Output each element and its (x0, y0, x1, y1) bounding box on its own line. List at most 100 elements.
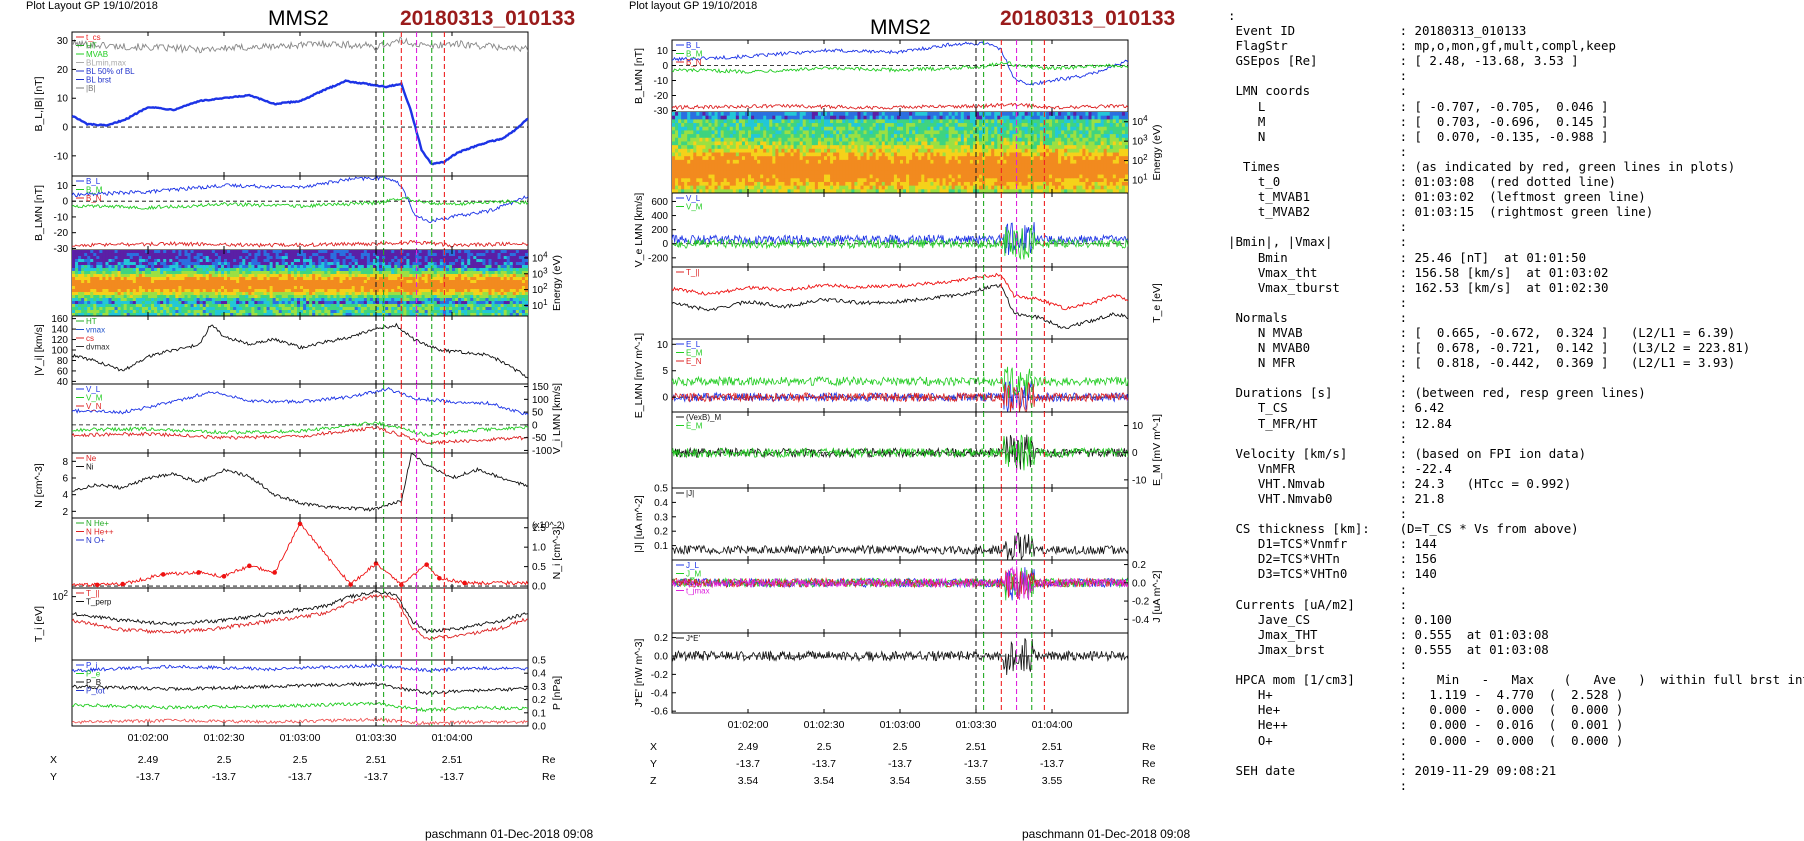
heatmap-cell (458, 250, 462, 254)
heatmap-cell (452, 259, 456, 263)
series-line (72, 176, 528, 223)
heatmap-cell (781, 137, 786, 143)
heatmap-cell (348, 295, 353, 299)
heatmap-cell (90, 271, 94, 275)
heatmap-cell (409, 283, 414, 287)
heatmap-cell (808, 178, 813, 183)
heatmap-cell (233, 310, 237, 314)
heatmap-cell (808, 112, 813, 117)
heatmap-cell (144, 289, 149, 293)
heatmap-cell (424, 313, 429, 316)
heatmap-cell (303, 250, 307, 254)
heatmap-cell (342, 301, 347, 305)
heatmap-cell (684, 119, 688, 124)
heatmap-cell (452, 277, 456, 281)
heatmap-cell (379, 295, 383, 299)
heatmap-cell (138, 289, 143, 293)
heatmap-cell (436, 313, 441, 316)
heatmap-cell (415, 313, 420, 316)
heatmap-cell (376, 271, 380, 275)
heatmap-cell (464, 259, 468, 263)
heatmap-cell (793, 130, 798, 135)
heatmap-cell (808, 159, 813, 165)
heatmap-cell (744, 189, 749, 193)
heatmap-cell (473, 256, 477, 260)
heatmap-cell (148, 280, 152, 284)
heatmap-cell (108, 268, 113, 272)
heatmap-cell (515, 268, 520, 272)
heatmap-cell (775, 181, 779, 187)
heatmap-cell (702, 178, 707, 183)
heatmap-cell (458, 304, 462, 308)
tick-label: 102 (52, 589, 68, 603)
heatmap-cell (217, 310, 222, 314)
heatmap-cell (306, 259, 310, 263)
heatmap-cell (187, 313, 192, 316)
legend-entry: B_M (686, 50, 703, 59)
heatmap-cell (184, 271, 189, 275)
heatmap-cell (436, 256, 441, 260)
heatmap-cell (126, 298, 131, 302)
heatmap-cell (406, 253, 411, 257)
position-unit: Re (542, 754, 556, 766)
heatmap-cell (705, 156, 710, 161)
heatmap-cell (814, 148, 819, 154)
heatmap-cell (391, 277, 395, 281)
series-line (72, 663, 528, 673)
heatmap-cell (521, 304, 526, 308)
heatmap-cell (376, 289, 380, 293)
heatmap-cell (681, 185, 685, 190)
heatmap-cell (324, 268, 328, 272)
heatmap-cell (717, 159, 722, 165)
heatmap-cell (96, 310, 100, 314)
heatmap-cell (729, 115, 734, 120)
heatmap-cell (138, 310, 143, 314)
heatmap-cell (796, 119, 801, 124)
heatmap-cell (805, 115, 810, 120)
heatmap-cell (839, 181, 843, 187)
heatmap-cell (245, 286, 249, 290)
heatmap-cell (802, 130, 807, 135)
heatmap-cell (790, 134, 795, 139)
heatmap-cell (509, 301, 514, 305)
heatmap-cell (726, 159, 731, 165)
heatmap-cell (778, 163, 783, 168)
heatmap-cell (473, 283, 477, 287)
heatmap-cell (284, 250, 289, 254)
heatmap-cell (224, 250, 228, 254)
heatmap-cell (360, 292, 365, 296)
heatmap-cell (808, 185, 813, 190)
heatmap-cell (336, 310, 341, 314)
heatmap-cell (512, 301, 517, 305)
heatmap-cell (230, 253, 234, 257)
heatmap-cell (696, 167, 700, 172)
heatmap-cell (817, 126, 822, 132)
heatmap-cell (515, 292, 520, 296)
heatmap-cell (211, 250, 216, 254)
heatmap-cell (196, 301, 201, 305)
event-title: 20180313_010133 (1000, 7, 1176, 30)
heatmap-cell (75, 313, 79, 316)
heatmap-cell (376, 283, 380, 287)
heatmap-cell (242, 265, 246, 269)
heatmap-cell (266, 250, 271, 254)
heatmap-cell (336, 289, 341, 293)
heatmap-cell (284, 271, 289, 275)
heatmap-cell (723, 141, 728, 146)
heatmap-cell (470, 268, 474, 272)
heatmap-cell (824, 119, 828, 124)
heatmap-cell (842, 170, 846, 176)
heatmap-cell (684, 174, 688, 179)
heatmap-cell (224, 286, 228, 290)
heatmap-cell (293, 304, 298, 308)
heatmap-cell (300, 280, 304, 284)
heatmap-cell (814, 112, 819, 117)
heatmap-cell (151, 256, 155, 260)
heatmap-cell (333, 298, 338, 302)
heatmap-cell (394, 265, 398, 269)
heatmap-cell (830, 178, 834, 183)
heatmap-cell (775, 189, 779, 193)
heatmap-cell (735, 134, 740, 139)
heatmap-cell (512, 259, 517, 263)
heatmap-cell (781, 159, 786, 165)
